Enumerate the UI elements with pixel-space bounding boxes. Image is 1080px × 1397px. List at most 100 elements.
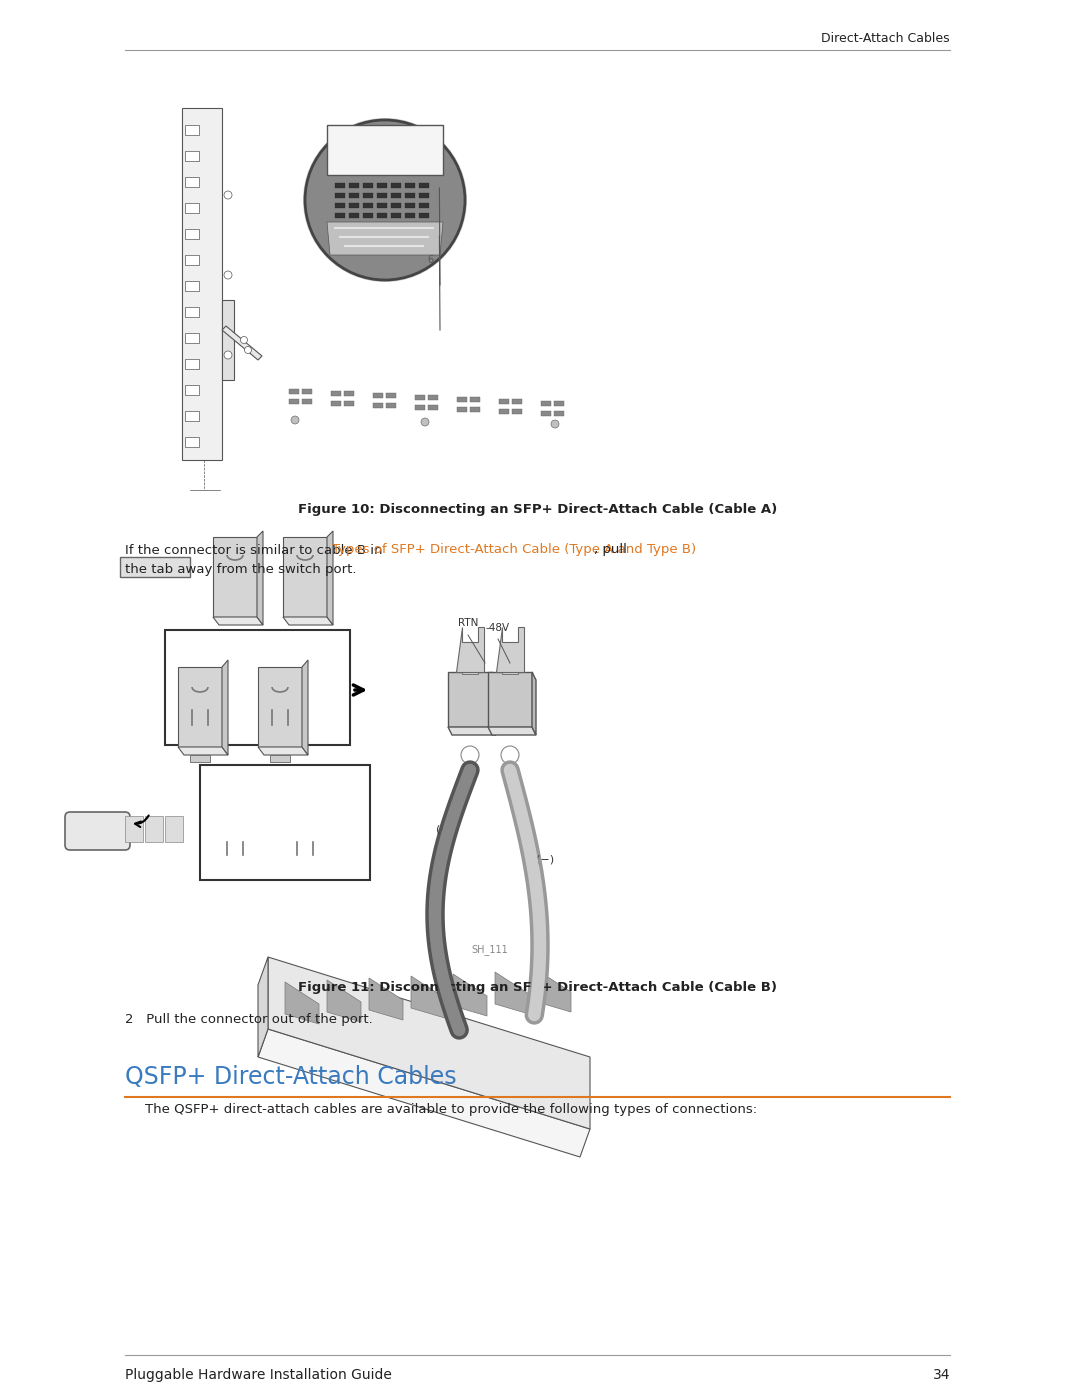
Circle shape [224, 351, 232, 359]
Polygon shape [120, 557, 190, 577]
Bar [457, 397, 467, 402]
Polygon shape [222, 659, 228, 754]
Bar [377, 212, 387, 218]
Polygon shape [369, 978, 403, 1020]
Bar [554, 401, 564, 407]
Bar [428, 405, 438, 409]
Bar [185, 177, 199, 187]
Text: RTN: RTN [458, 617, 478, 629]
Bar [222, 300, 234, 380]
Bar [386, 393, 396, 398]
Polygon shape [283, 536, 327, 617]
Bar [373, 402, 383, 408]
Bar [428, 395, 438, 400]
Bar [185, 359, 199, 369]
Text: If the connector is similar to cable B in: If the connector is similar to cable B i… [125, 543, 387, 556]
Bar [335, 183, 345, 189]
Text: 6: 6 [427, 256, 433, 265]
Bar [415, 405, 426, 409]
Bar [330, 391, 341, 395]
Bar [377, 203, 387, 208]
Bar [185, 256, 199, 265]
Bar [289, 400, 299, 404]
Bar [377, 183, 387, 189]
Bar [185, 307, 199, 317]
Bar [302, 400, 312, 404]
Polygon shape [213, 617, 264, 624]
Bar [419, 193, 429, 198]
Bar [335, 203, 345, 208]
Polygon shape [532, 672, 536, 735]
Bar [349, 203, 359, 208]
FancyBboxPatch shape [65, 812, 130, 849]
Bar [462, 662, 478, 673]
Bar [185, 437, 199, 447]
Bar [470, 407, 480, 412]
Text: 2   Pull the connector out of the port.: 2 Pull the connector out of the port. [125, 1013, 373, 1027]
Text: Figure 10: Disconnecting an SFP+ Direct-Attach Cable (Cable A): Figure 10: Disconnecting an SFP+ Direct-… [298, 503, 778, 517]
Bar [405, 203, 415, 208]
Polygon shape [496, 627, 524, 672]
Bar [335, 212, 345, 218]
Circle shape [461, 746, 480, 764]
Bar [302, 388, 312, 394]
Polygon shape [283, 617, 333, 624]
Bar [185, 124, 199, 136]
Polygon shape [492, 672, 496, 735]
Bar [330, 401, 341, 407]
Bar [391, 212, 401, 218]
Polygon shape [411, 977, 445, 1018]
Polygon shape [495, 972, 529, 1014]
Text: Figure 11: Disconnecting an SFP+ Direct-Attach Cable (Cable B): Figure 11: Disconnecting an SFP+ Direct-… [298, 982, 777, 995]
Bar [363, 183, 373, 189]
Circle shape [303, 117, 467, 282]
Bar [419, 203, 429, 208]
Text: , pull: , pull [594, 543, 627, 556]
Polygon shape [285, 982, 319, 1024]
Polygon shape [327, 222, 443, 256]
Polygon shape [268, 957, 590, 1129]
Circle shape [551, 420, 559, 427]
Bar [377, 193, 387, 198]
Circle shape [501, 746, 519, 764]
Bar [512, 400, 522, 404]
Text: (−): (−) [536, 855, 554, 865]
Bar [349, 212, 359, 218]
Bar [145, 816, 163, 842]
Polygon shape [488, 726, 536, 735]
Circle shape [305, 120, 465, 279]
Bar [200, 766, 370, 880]
Bar [419, 212, 429, 218]
Bar [386, 402, 396, 408]
Circle shape [244, 346, 252, 353]
Polygon shape [222, 326, 262, 360]
Polygon shape [448, 672, 492, 726]
Polygon shape [178, 666, 222, 747]
Circle shape [421, 418, 429, 426]
Bar [391, 193, 401, 198]
Text: QSFP+ Direct-Attach Cables: QSFP+ Direct-Attach Cables [125, 1065, 457, 1090]
Bar [405, 193, 415, 198]
Polygon shape [258, 666, 302, 747]
Polygon shape [302, 659, 308, 754]
Bar [554, 411, 564, 416]
Polygon shape [213, 536, 257, 617]
Polygon shape [448, 726, 496, 735]
Bar [499, 409, 509, 414]
Text: Types of SFP+ Direct-Attach Cable (Type A and Type B): Types of SFP+ Direct-Attach Cable (Type … [333, 543, 697, 556]
Polygon shape [270, 754, 291, 761]
Text: Direct-Attach Cables: Direct-Attach Cables [822, 32, 950, 45]
Circle shape [241, 337, 247, 344]
Text: The QSFP+ direct-attach cables are available to provide the following types of c: The QSFP+ direct-attach cables are avail… [145, 1104, 757, 1116]
Bar [185, 386, 199, 395]
Bar [185, 151, 199, 161]
Circle shape [224, 271, 232, 279]
Polygon shape [327, 981, 361, 1023]
Bar [185, 229, 199, 239]
Bar [125, 816, 143, 842]
Bar [327, 124, 443, 175]
Bar [165, 816, 183, 842]
Text: the tab away from the switch port.: the tab away from the switch port. [125, 563, 356, 577]
Polygon shape [488, 672, 532, 726]
Bar [363, 193, 373, 198]
